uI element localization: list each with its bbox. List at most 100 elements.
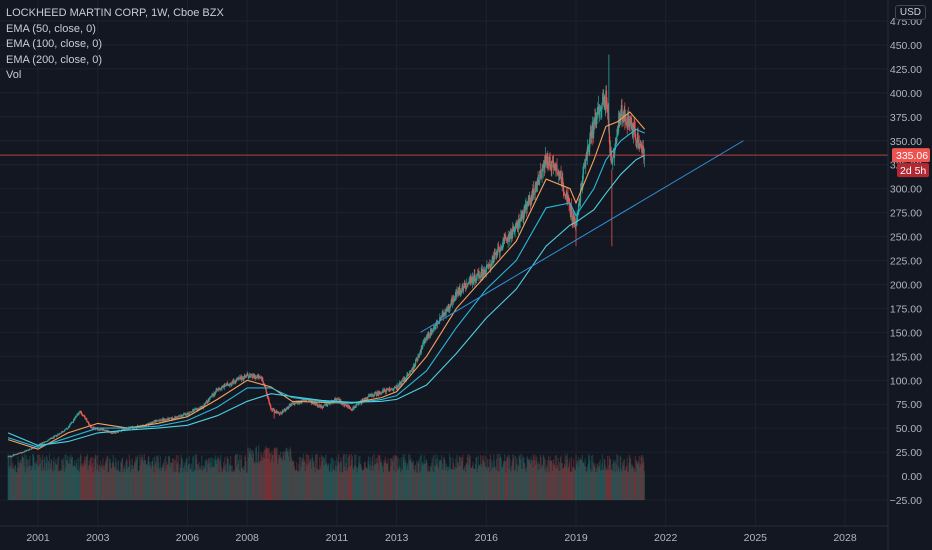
volume-bar xyxy=(125,461,127,500)
candle-body xyxy=(400,382,402,386)
candle-body xyxy=(196,408,198,410)
candle-body xyxy=(90,427,93,428)
volume-bar xyxy=(325,454,327,500)
candle-body xyxy=(400,384,402,386)
candle-body xyxy=(529,196,531,205)
candle-body xyxy=(466,283,468,287)
volume-bar xyxy=(124,467,126,500)
volume-bar xyxy=(602,470,604,500)
candle-body xyxy=(508,235,510,241)
volume-bar xyxy=(495,470,497,500)
volume-bar xyxy=(596,471,598,500)
candle-body xyxy=(347,405,349,408)
candle-body xyxy=(326,405,328,406)
legend-ema100[interactable]: EMA (100, close, 0) xyxy=(6,38,102,50)
legend-ema200[interactable]: EMA (200, close, 0) xyxy=(6,53,102,66)
volume-bar xyxy=(598,462,600,500)
volume-bar xyxy=(113,462,115,500)
volume-bar xyxy=(457,466,459,500)
volume-bar xyxy=(600,470,602,500)
candle-body xyxy=(493,253,495,259)
legend-ema50[interactable]: EMA (50, close, 0) xyxy=(6,22,96,35)
volume-bar xyxy=(278,454,280,500)
legend-vol[interactable]: Vol xyxy=(6,69,22,81)
volume-bar xyxy=(574,469,576,500)
volume-bar xyxy=(48,462,50,500)
trend-line[interactable] xyxy=(420,140,744,333)
candle-body xyxy=(225,383,228,386)
volume-bar xyxy=(311,454,313,500)
volume-bar xyxy=(310,459,312,500)
volume-bar xyxy=(132,469,135,500)
volume-bar xyxy=(397,467,399,500)
volume-bar xyxy=(251,450,253,500)
volume-bar xyxy=(265,446,267,500)
volume-bar xyxy=(40,470,43,500)
symbol-title[interactable]: LOCKHEED MARTIN CORP, 1W, Cboe BZX xyxy=(6,7,224,19)
candle-body xyxy=(398,382,401,386)
volume-bar xyxy=(531,460,533,500)
candle-body xyxy=(588,147,590,149)
volume-bar xyxy=(628,462,630,500)
volume-bar xyxy=(232,472,234,500)
volume-bar xyxy=(43,467,45,500)
volume-bar xyxy=(74,459,76,500)
volume-bar xyxy=(480,463,482,500)
volume-bar xyxy=(314,472,316,500)
candle-body xyxy=(547,156,549,164)
volume-bar xyxy=(519,457,521,500)
volume-bar xyxy=(8,455,10,500)
candle-body xyxy=(191,411,193,413)
price-tick-label: 375.00 xyxy=(890,112,922,124)
time-tick-label: 2008 xyxy=(236,532,260,544)
volume-bar xyxy=(357,466,359,500)
volume-bar xyxy=(427,471,429,500)
volume-bar xyxy=(123,468,125,500)
volume-bar xyxy=(466,456,468,500)
candle-body xyxy=(197,409,199,411)
volume-bar xyxy=(135,456,137,500)
currency-button[interactable]: USD xyxy=(894,5,926,20)
volume-bar xyxy=(315,454,317,500)
volume-bar xyxy=(470,467,472,500)
candle-body xyxy=(316,403,318,407)
volume-bar xyxy=(41,460,43,500)
volume-bar xyxy=(34,470,36,500)
volume-bar xyxy=(369,469,371,500)
volume-bar xyxy=(83,461,85,500)
volume-bar xyxy=(555,468,557,500)
volume-bar xyxy=(550,461,552,500)
volume-bar xyxy=(579,457,582,500)
candle-body xyxy=(107,430,109,432)
candle-body xyxy=(394,386,397,388)
volume-bar xyxy=(405,469,408,500)
volume-bar xyxy=(279,457,281,500)
volume-bar xyxy=(109,462,111,500)
candle-body xyxy=(404,379,406,381)
volume-bar xyxy=(630,458,632,500)
volume-bar xyxy=(60,470,62,500)
volume-bar xyxy=(80,455,82,500)
volume-bar xyxy=(127,466,129,500)
volume-bar xyxy=(241,467,243,500)
volume-bar xyxy=(313,467,316,500)
volume-bar xyxy=(227,458,229,500)
volume-bar xyxy=(518,455,520,500)
candle-body xyxy=(345,404,347,406)
candle-body xyxy=(440,316,443,319)
price-tick-label: 75.00 xyxy=(896,399,922,411)
volume-bar xyxy=(438,469,440,500)
volume-bar xyxy=(167,456,170,500)
volume-bar xyxy=(305,462,307,500)
volume-bar xyxy=(574,470,577,500)
volume-bar xyxy=(194,453,197,500)
volume-bar xyxy=(79,466,81,500)
volume-bar xyxy=(575,464,578,500)
candle-body xyxy=(422,343,424,346)
candle-body xyxy=(434,326,436,327)
volume-bar xyxy=(359,463,362,500)
candle-body xyxy=(25,450,27,452)
candle-body xyxy=(419,351,421,354)
candle-body xyxy=(248,375,251,378)
